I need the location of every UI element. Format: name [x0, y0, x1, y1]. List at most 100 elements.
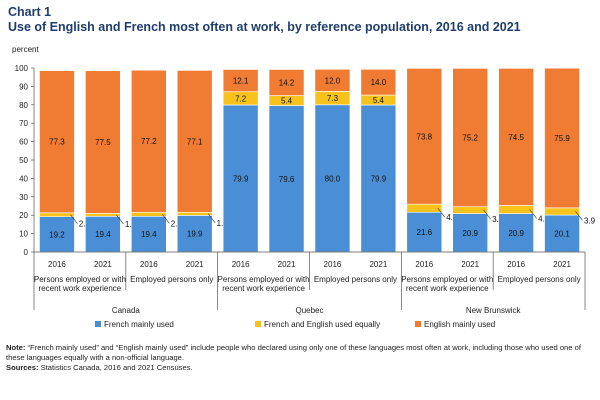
x-tick-label: 2016	[232, 260, 250, 269]
leader-line-3	[207, 213, 216, 224]
bar-segment-0-7	[360, 104, 397, 253]
leader-line-8	[437, 208, 446, 218]
subgroup-label: Persons employed or with recent work expe…	[34, 275, 126, 293]
group-label: New Brunswick	[466, 306, 522, 315]
x-tick-label: 2021	[369, 260, 387, 269]
bar-segment-2-1	[85, 70, 121, 214]
y-tick-label: 70	[19, 119, 28, 128]
data-label-2-0: 77.3	[49, 138, 65, 147]
y-tick-label: 10	[19, 230, 28, 239]
bar-segment-0-0	[39, 216, 75, 253]
subgroup-label: Employed persons only	[498, 275, 581, 284]
data-label-2-4: 12.1	[233, 77, 249, 86]
legend-swatch	[255, 321, 261, 327]
bar-segment-1-1	[85, 213, 121, 217]
data-label-1-9: 3.7	[492, 215, 504, 224]
data-label-2-1: 77.5	[95, 138, 111, 147]
sources-label: Sources:	[6, 363, 39, 372]
legend-swatch	[95, 321, 101, 327]
bar-segment-2-4	[222, 69, 259, 93]
bar-segment-2-9	[452, 68, 489, 208]
x-tick-label: 2021	[278, 260, 296, 269]
bar-segment-0-8	[406, 211, 443, 253]
data-label-0-4: 79.9	[233, 174, 249, 183]
data-label-1-11: 3.9	[584, 216, 596, 225]
leader-line-2	[162, 214, 170, 224]
stacked-bar-chart: percent 19.2 2.1 77.3 19.4 1.6 77.5 19.4 2.2 77.…	[12, 45, 596, 329]
x-tick-label: 2016	[140, 260, 158, 269]
data-label-1-3: 1.7	[217, 219, 229, 228]
data-label-0-1: 19.4	[95, 230, 111, 239]
bar-segment-0-5	[268, 105, 305, 253]
data-label-2-2: 77.2	[141, 137, 157, 146]
x-tick-label: 2021	[186, 260, 204, 269]
data-label-1-7: 5.4	[373, 96, 385, 105]
y-tick-label: 80	[19, 101, 28, 110]
bar-segment-0-2	[130, 216, 167, 253]
leader-line-11	[575, 211, 583, 221]
bar-segment-2-2	[130, 69, 167, 213]
bar-segment-2-0	[39, 70, 75, 214]
legend-label: French and English used equally	[264, 320, 380, 329]
bar-segment-2-10	[498, 68, 534, 206]
x-tick-label: 2021	[553, 260, 571, 269]
bar-segment-0-4	[222, 104, 259, 253]
leader-line-0	[70, 214, 78, 224]
subgroup-label: Persons employed or with recent work expe…	[401, 275, 493, 293]
data-label-1-0: 2.1	[79, 220, 91, 229]
y-tick-label: 30	[19, 193, 28, 202]
group-label: Canada	[112, 306, 141, 315]
legend-label: French mainly used	[104, 320, 174, 329]
data-label-0-9: 20.9	[462, 229, 478, 238]
group-label: Quebec	[295, 306, 323, 315]
data-label-2-5: 14.2	[279, 79, 295, 88]
data-label-1-8: 4.4	[446, 213, 458, 222]
x-tick-label: 2016	[324, 260, 342, 269]
bar-segment-1-11	[544, 207, 580, 216]
y-tick-label: 50	[19, 156, 28, 165]
data-label-0-7: 79.9	[371, 174, 387, 183]
leader-line-1	[116, 214, 124, 225]
data-label-2-6: 12.0	[325, 76, 341, 85]
bar-segment-1-3	[176, 211, 213, 216]
y-axis-label: percent	[12, 45, 39, 54]
data-label-1-10: 4.4	[538, 214, 550, 223]
data-label-0-8: 21.6	[417, 228, 433, 237]
data-label-1-4: 7.2	[235, 94, 247, 103]
data-label-0-10: 20.9	[508, 229, 524, 238]
x-tick-label: 2016	[415, 260, 433, 269]
x-tick-label: 2021	[461, 260, 479, 269]
data-label-1-2: 2.2	[171, 219, 183, 228]
bar-segment-0-3	[176, 215, 213, 253]
bar-segment-1-9	[452, 206, 489, 214]
bar-segment-1-8	[406, 203, 443, 213]
bar-segment-2-11	[544, 67, 580, 209]
y-tick-label: 90	[19, 82, 28, 91]
note-text: “French mainly used” and “English mainly…	[6, 343, 581, 362]
data-label-0-3: 19.9	[187, 230, 203, 239]
data-label-2-3: 77.1	[187, 137, 203, 146]
data-label-2-9: 75.2	[462, 134, 478, 143]
leader-line-10	[529, 209, 537, 219]
leader-line-9	[483, 209, 491, 220]
bar-segment-0-9	[452, 213, 489, 253]
data-label-1-1: 1.6	[125, 220, 137, 229]
bar-segment-1-2	[130, 211, 167, 217]
sources-text: Statistics Canada, 2016 and 2021 Censuse…	[40, 363, 193, 372]
data-label-2-7: 14.0	[371, 78, 387, 87]
chart-title: Use of English and French most often at …	[8, 20, 521, 34]
y-tick-label: 60	[19, 138, 28, 147]
x-tick-label: 2016	[48, 260, 66, 269]
subgroup-label: Persons employed or with recent work expe…	[218, 275, 310, 293]
bar-segment-2-3	[176, 70, 213, 213]
data-label-1-5: 5.4	[281, 97, 293, 106]
y-tick-label: 20	[19, 211, 28, 220]
data-label-0-2: 19.4	[141, 230, 157, 239]
bar-segment-0-10	[498, 213, 534, 253]
y-tick-label: 40	[19, 174, 28, 183]
note-label: Note:	[6, 343, 26, 352]
legend-swatch	[415, 321, 421, 327]
subgroup-label: Employed persons only	[314, 275, 397, 284]
data-label-0-11: 20.1	[554, 230, 570, 239]
chart-note: Note: “French mainly used” and “English …	[6, 343, 594, 373]
